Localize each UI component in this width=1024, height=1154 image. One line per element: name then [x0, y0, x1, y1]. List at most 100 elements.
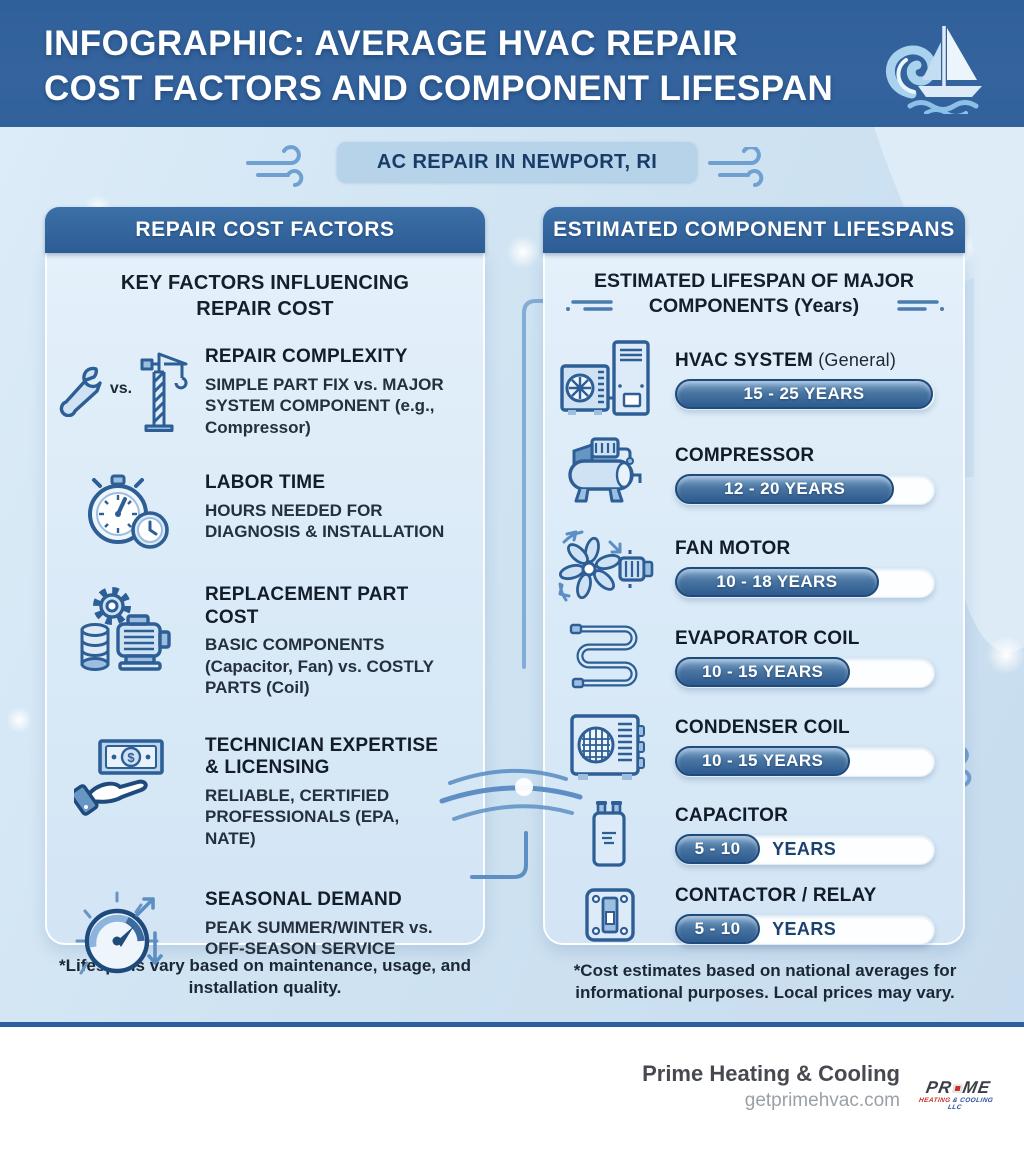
logo-wordmark: PR ME: [914, 1078, 1003, 1097]
capacitor-icon: [582, 799, 638, 871]
wind-swirl-icon: [706, 147, 784, 189]
sparkle-decoration: [986, 635, 1024, 675]
component-name-text: CONTACTOR / RELAY: [675, 884, 877, 906]
component-body: FAN MOTOR 10 - 18 YEARS: [675, 538, 963, 598]
factor-text: REPLACEMENT PART COST BASIC COMPONENTS (…: [205, 584, 463, 699]
component-name-text: FAN MOTOR: [675, 537, 791, 559]
component-name-text: CAPACITOR: [675, 804, 788, 826]
component-name: EVAPORATOR COIL: [675, 628, 947, 650]
footer-divider: [0, 1022, 1024, 1027]
component-body: COMPRESSOR 12 - 20 YEARS: [675, 445, 963, 505]
left-panel-subtitle: KEY FACTORS INFLUENCING REPAIR COST: [120, 272, 410, 320]
factor-text: LABOR TIME HOURS NEEDED FOR DIAGNOSIS & …: [205, 472, 463, 543]
condenser-coil-icon: [564, 708, 656, 786]
vs-label: vs.: [109, 380, 133, 398]
lifespan-range-suffix: YEARS: [772, 919, 837, 940]
right-panel-subtitle-text: ESTIMATED LIFESPAN OF MAJOR COMPONENTS (…: [594, 270, 914, 318]
evaporator-coil-icon: [567, 621, 653, 695]
repair-cost-factors-panel: REPAIR COST FACTORS KEY FACTORS INFLUENC…: [45, 207, 485, 975]
component-lifespans-panel: ESTIMATED COMPONENT LIFESPANS ESTIMATED …: [543, 207, 965, 945]
lifespan-range-label: 5 - 10: [694, 839, 741, 859]
component-icon-cell: [545, 528, 675, 608]
lifespan-range-label: 15 - 25 YEARS: [743, 384, 865, 404]
hvac-system-icon: [558, 338, 662, 422]
component-body: CONTACTOR / RELAY 5 - 10 YEARS: [675, 885, 963, 945]
page-title-line1: INFOGRAPHIC: AVERAGE HVAC REPAIR: [44, 24, 739, 63]
lifespan-bar-track: 10 - 18 YEARS: [675, 567, 935, 598]
factor-labor-time: LABOR TIME HOURS NEEDED FOR DIAGNOSIS & …: [47, 472, 483, 556]
component-icon-cell: [545, 435, 675, 515]
component-name-suffix: (General): [813, 349, 897, 370]
lifespan-range-label: 10 - 15 YEARS: [702, 751, 824, 771]
lifespan-bar-fill: 10 - 15 YEARS: [675, 657, 851, 688]
page-title-line2: COST FACTORS AND COMPONENT LIFESPAN: [44, 68, 834, 108]
component-name: HVAC SYSTEM (General): [675, 350, 947, 372]
footer-text-block: Prime Heating & Cooling getprimehvac.com: [642, 1061, 900, 1112]
dash-decoration: [895, 299, 947, 313]
factor-text: REPAIR COMPLEXITY SIMPLE PART FIX vs. MA…: [205, 346, 463, 438]
component-icon-cell: [545, 799, 675, 871]
gauge-icon: [71, 889, 181, 985]
right-footnote: *Cost estimates based on national averag…: [573, 961, 957, 1003]
factor-description: BASIC COMPONENTS (Capacitor, Fan) vs. CO…: [205, 635, 434, 698]
factor-icon-cell: vs.: [47, 346, 205, 433]
header-banner: INFOGRAPHIC: AVERAGE HVAC REPAIR COST FA…: [0, 0, 1024, 127]
location-badge-label: AC REPAIR IN NEWPORT, RI: [376, 150, 658, 173]
lifespan-bar-track: 15 - 25 YEARS: [675, 379, 935, 410]
lifespan-range-label: 12 - 20 YEARS: [724, 479, 846, 499]
page-title: INFOGRAPHIC: AVERAGE HVAC REPAIR COST FA…: [44, 22, 833, 112]
component-evaporator-coil: EVAPORATOR COIL 10 - 15 YEARS: [545, 621, 963, 695]
logo-subtext-heating: HEATING: [918, 1097, 952, 1104]
component-name: FAN MOTOR: [675, 538, 947, 560]
component-icon-cell: [545, 884, 675, 946]
factor-repair-complexity: vs.: [47, 346, 483, 438]
factor-description: SIMPLE PART FIX vs. MAJOR SYSTEM COMPONE…: [205, 374, 444, 437]
lifespan-bar-fill: 15 - 25 YEARS: [675, 379, 933, 410]
left-footnote: *Lifespans vary based on maintenance, us…: [59, 956, 471, 998]
lifespan-range-label: 10 - 15 YEARS: [702, 662, 824, 682]
company-name: Prime Heating & Cooling: [642, 1061, 900, 1086]
logo-word-left: PR: [924, 1078, 954, 1097]
component-name-text: COMPRESSOR: [675, 444, 815, 466]
factor-icon-cell: $: [47, 735, 205, 825]
location-badge: AC REPAIR IN NEWPORT, RI: [337, 142, 697, 182]
component-name-text: HVAC SYSTEM: [675, 349, 814, 371]
factor-text: TECHNICIAN EXPERTISE & LICENSING RELIABL…: [205, 735, 463, 850]
component-body: EVAPORATOR COIL 10 - 15 YEARS: [675, 628, 963, 688]
lifespan-bar-track: 10 - 15 YEARS: [675, 746, 935, 777]
factor-title: LABOR TIME: [205, 472, 326, 494]
factor-icon-cell: [47, 584, 205, 676]
main-content: AC REPAIR IN NEWPORT, RI: [0, 127, 1024, 1022]
connector-line-decoration: [438, 675, 608, 925]
factor-icon-cell: [47, 472, 205, 556]
logo-subtext: HEATING & COOLING LLC: [911, 1097, 999, 1111]
footer: Prime Heating & Cooling getprimehvac.com…: [0, 1027, 1024, 1154]
lifespan-bar-track: 5 - 10 YEARS: [675, 914, 935, 945]
factor-technician-expertise: $ TECHNICIAN EXPERTISE & LICENSING RELIA…: [47, 735, 483, 850]
right-panel-header: ESTIMATED COMPONENT LIFESPANS: [543, 207, 965, 253]
sailboat-wave-icon: [874, 18, 992, 114]
component-fan-motor: FAN MOTOR 10 - 18 YEARS: [545, 528, 963, 608]
lifespan-bar-track: 10 - 15 YEARS: [675, 657, 935, 688]
factor-title: REPAIR COMPLEXITY: [205, 346, 408, 368]
right-panel-title: ESTIMATED COMPONENT LIFESPANS: [553, 218, 955, 241]
lifespan-bar-fill: 5 - 10: [675, 914, 761, 945]
website-url[interactable]: getprimehvac.com: [744, 1090, 900, 1111]
component-name-text: EVAPORATOR COIL: [675, 627, 860, 649]
component-name-text: CONDENSER COIL: [675, 716, 850, 738]
dash-decoration: [563, 299, 615, 313]
factor-description: PEAK SUMMER/WINTER vs. OFF-SEASON SERVIC…: [205, 917, 433, 959]
gear-motor-icon: [74, 584, 178, 676]
component-name: CAPACITOR: [675, 805, 947, 827]
left-panel-title: REPAIR COST FACTORS: [135, 218, 395, 241]
component-compressor: COMPRESSOR 12 - 20 YEARS: [545, 435, 963, 515]
component-icon-cell: [545, 708, 675, 786]
logo-house-icon: [951, 1084, 963, 1093]
factor-text: SEASONAL DEMAND PEAK SUMMER/WINTER vs. O…: [205, 889, 463, 960]
contactor-relay-icon: [579, 884, 641, 946]
factor-replacement-part-cost: REPLACEMENT PART COST BASIC COMPONENTS (…: [47, 584, 483, 699]
money-hand-icon: $: [74, 735, 178, 825]
lifespan-range-label: 5 - 10: [694, 919, 741, 939]
component-body: HVAC SYSTEM (General) 15 - 25 YEARS: [675, 350, 963, 410]
